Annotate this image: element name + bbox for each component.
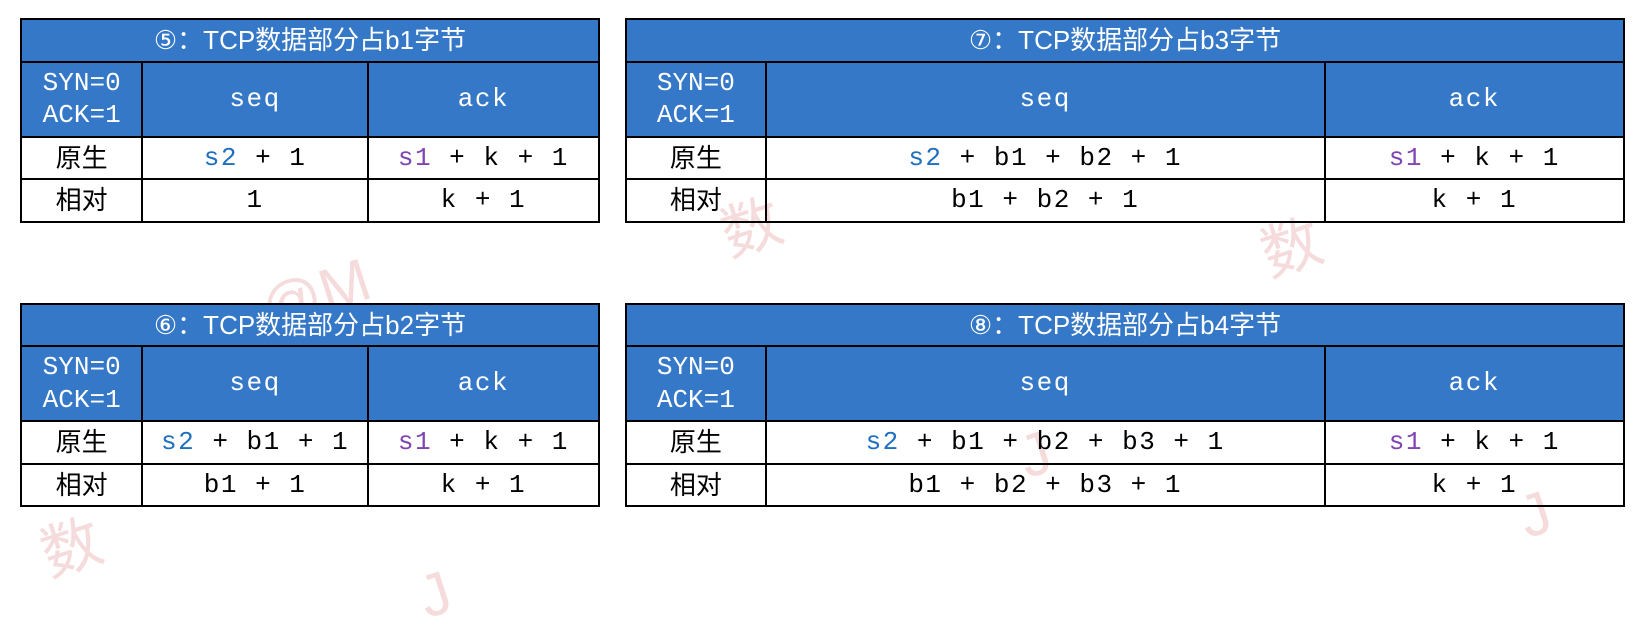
row-native: 原生 s2 + b1 + b2 + 1 s1 + k + 1: [626, 137, 1624, 180]
flags-cell: SYN=0 ACK=1: [21, 346, 142, 421]
native-seq: s2 + b1 + 1: [142, 421, 367, 464]
native-seq: s2 + 1: [142, 137, 367, 180]
flags-cell: SYN=0 ACK=1: [626, 62, 766, 137]
row-native: 原生 s2 + b1 + b2 + b3 + 1 s1 + k + 1: [626, 421, 1624, 464]
flags-cell: SYN=0 ACK=1: [21, 62, 142, 137]
native-ack: s1 + k + 1: [1325, 137, 1624, 180]
row-relative: 相对 b1 + b2 + b3 + 1 k + 1: [626, 464, 1624, 507]
rel-ack: k + 1: [1325, 464, 1624, 507]
rel-ack: k + 1: [1325, 179, 1624, 222]
rel-seq: 1: [142, 179, 367, 222]
tcp-table-5: ⑤：TCP数据部分占b1字节 SYN=0 ACK=1 seq ack 原生 s2…: [20, 18, 600, 223]
table-title: ⑧：TCP数据部分占b4字节: [626, 304, 1624, 347]
native-seq: s2 + b1 + b2 + b3 + 1: [766, 421, 1325, 464]
tcp-table-8: ⑧：TCP数据部分占b4字节 SYN=0 ACK=1 seq ack 原生 s2…: [625, 303, 1625, 508]
rowlab-native: 原生: [21, 421, 142, 464]
tables-grid: ⑤：TCP数据部分占b1字节 SYN=0 ACK=1 seq ack 原生 s2…: [20, 18, 1620, 507]
rowlab-relative: 相对: [626, 179, 766, 222]
row-relative: 相对 1 k + 1: [21, 179, 599, 222]
tcp-table-6: ⑥：TCP数据部分占b2字节 SYN=0 ACK=1 seq ack 原生 s2…: [20, 303, 600, 508]
table-title: ⑦：TCP数据部分占b3字节: [626, 19, 1624, 62]
native-ack: s1 + k + 1: [1325, 421, 1624, 464]
col-ack: ack: [1325, 346, 1624, 421]
col-ack: ack: [368, 62, 599, 137]
row-relative: 相对 b1 + b2 + 1 k + 1: [626, 179, 1624, 222]
rel-seq: b1 + b2 + b3 + 1: [766, 464, 1325, 507]
rowlab-native: 原生: [626, 137, 766, 180]
slot-6: ⑥：TCP数据部分占b2字节 SYN=0 ACK=1 seq ack 原生 s2…: [20, 303, 600, 508]
rowlab-native: 原生: [626, 421, 766, 464]
watermark-fragment: 数: [28, 493, 112, 594]
table-title: ⑥：TCP数据部分占b2字节: [21, 304, 599, 347]
rel-ack: k + 1: [368, 464, 599, 507]
row-native: 原生 s2 + 1 s1 + k + 1: [21, 137, 599, 180]
native-seq: s2 + b1 + b2 + 1: [766, 137, 1325, 180]
col-ack: ack: [368, 346, 599, 421]
tcp-table-7: ⑦：TCP数据部分占b3字节 SYN=0 ACK=1 seq ack 原生 s2…: [625, 18, 1625, 223]
row-relative: 相对 b1 + 1 k + 1: [21, 464, 599, 507]
col-seq: seq: [142, 62, 367, 137]
rowlab-relative: 相对: [21, 179, 142, 222]
col-ack: ack: [1325, 62, 1624, 137]
rel-seq: b1 + b2 + 1: [766, 179, 1325, 222]
rowlab-relative: 相对: [626, 464, 766, 507]
native-ack: s1 + k + 1: [368, 137, 599, 180]
col-seq: seq: [766, 346, 1325, 421]
col-seq: seq: [142, 346, 367, 421]
slot-5: ⑤：TCP数据部分占b1字节 SYN=0 ACK=1 seq ack 原生 s2…: [20, 18, 600, 223]
slot-7: ⑦：TCP数据部分占b3字节 SYN=0 ACK=1 seq ack 原生 s2…: [625, 18, 1625, 223]
col-seq: seq: [766, 62, 1325, 137]
flags-cell: SYN=0 ACK=1: [626, 346, 766, 421]
row-native: 原生 s2 + b1 + 1 s1 + k + 1: [21, 421, 599, 464]
slot-8: ⑧：TCP数据部分占b4字节 SYN=0 ACK=1 seq ack 原生 s2…: [625, 303, 1625, 508]
rowlab-native: 原生: [21, 137, 142, 180]
rowlab-relative: 相对: [21, 464, 142, 507]
native-ack: s1 + k + 1: [368, 421, 599, 464]
table-title: ⑤：TCP数据部分占b1字节: [21, 19, 599, 62]
watermark-fragment: J: [410, 557, 460, 632]
rel-ack: k + 1: [368, 179, 599, 222]
rel-seq: b1 + 1: [142, 464, 367, 507]
